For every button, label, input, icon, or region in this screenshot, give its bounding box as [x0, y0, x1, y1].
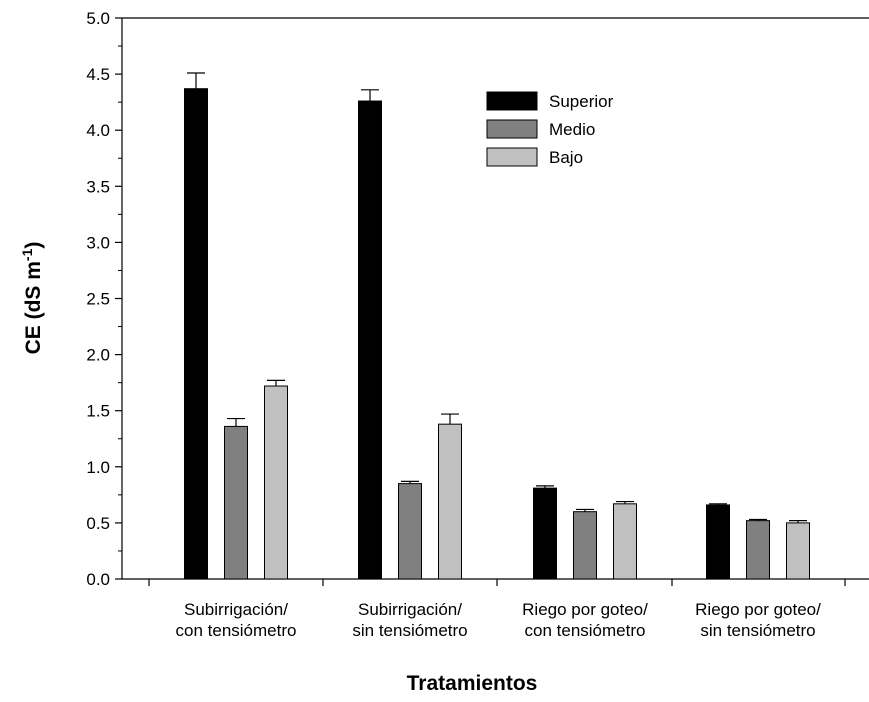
bar-medio: [746, 520, 770, 580]
legend-swatch-superior: [486, 91, 538, 111]
y-tick-label: 1.5: [86, 402, 110, 421]
x-category-label-line: sin tensiómetro: [700, 621, 815, 640]
x-category-label-line: con tensiómetro: [176, 621, 297, 640]
y-tick-label: 0.5: [86, 514, 110, 533]
x-axis-title: Tratamientos: [407, 672, 538, 695]
y-axis-title: CE (dS m-1): [19, 242, 45, 355]
bar-medio: [398, 483, 422, 580]
y-tick-label: 4.5: [86, 65, 110, 84]
y-tick-label: 5.0: [86, 9, 110, 28]
y-tick-label: 3.5: [86, 177, 110, 196]
bar-medio: [224, 425, 248, 580]
bar-superior: [706, 504, 730, 580]
x-category-label-line: con tensiómetro: [525, 621, 646, 640]
x-category-label: Riego por goteo/con tensiómetro: [522, 600, 648, 640]
bar-medio: [573, 511, 597, 580]
y-axis-title-main: CE (dS m: [22, 261, 45, 354]
x-category-label-line: Subirrigación/: [184, 600, 288, 619]
x-category-label: Subirrigación/sin tensiómetro: [352, 600, 467, 640]
y-axis: 0.0 0.5 1.0 1.5 2.0 2.5 3.0 3.5 4.0 4.5 5.0: [86, 9, 122, 589]
bar-superior: [184, 88, 208, 580]
legend-swatch-medio: [486, 119, 538, 139]
x-category-label: Riego por goteo/sin tensiómetro: [695, 600, 821, 640]
y-tick-label: 2.0: [86, 346, 110, 365]
x-axis: Subirrigación/con tensiómetroSubirrigaci…: [148, 579, 846, 640]
y-tick-label: 1.0: [86, 458, 110, 477]
y-axis-title-close: ): [22, 242, 45, 249]
legend: Superior Medio Bajo: [486, 91, 614, 167]
bar-bajo: [786, 522, 810, 580]
legend-swatch-bajo: [486, 147, 538, 167]
y-tick-label: 4.0: [86, 121, 110, 140]
legend-label-medio: Medio: [549, 120, 595, 139]
y-tick-label: 0.0: [86, 570, 110, 589]
x-category-label-line: Riego por goteo/: [522, 600, 648, 619]
bar-bajo: [264, 385, 288, 580]
bar-superior: [358, 100, 382, 580]
x-category-label-line: Riego por goteo/: [695, 600, 821, 619]
y-axis-title-superscript: -1: [19, 248, 35, 261]
y-tick-label: 3.0: [86, 233, 110, 252]
x-category-label-line: Subirrigación/: [358, 600, 462, 619]
x-category-label: Subirrigación/con tensiómetro: [176, 600, 297, 640]
bar-bajo: [438, 423, 462, 580]
bar-superior: [533, 487, 557, 580]
legend-label-bajo: Bajo: [549, 148, 583, 167]
x-category-label-line: sin tensiómetro: [352, 621, 467, 640]
bar-bajo: [613, 503, 637, 580]
bars: [184, 72, 810, 580]
y-tick-label: 2.5: [86, 290, 110, 309]
legend-label-superior: Superior: [549, 92, 614, 111]
